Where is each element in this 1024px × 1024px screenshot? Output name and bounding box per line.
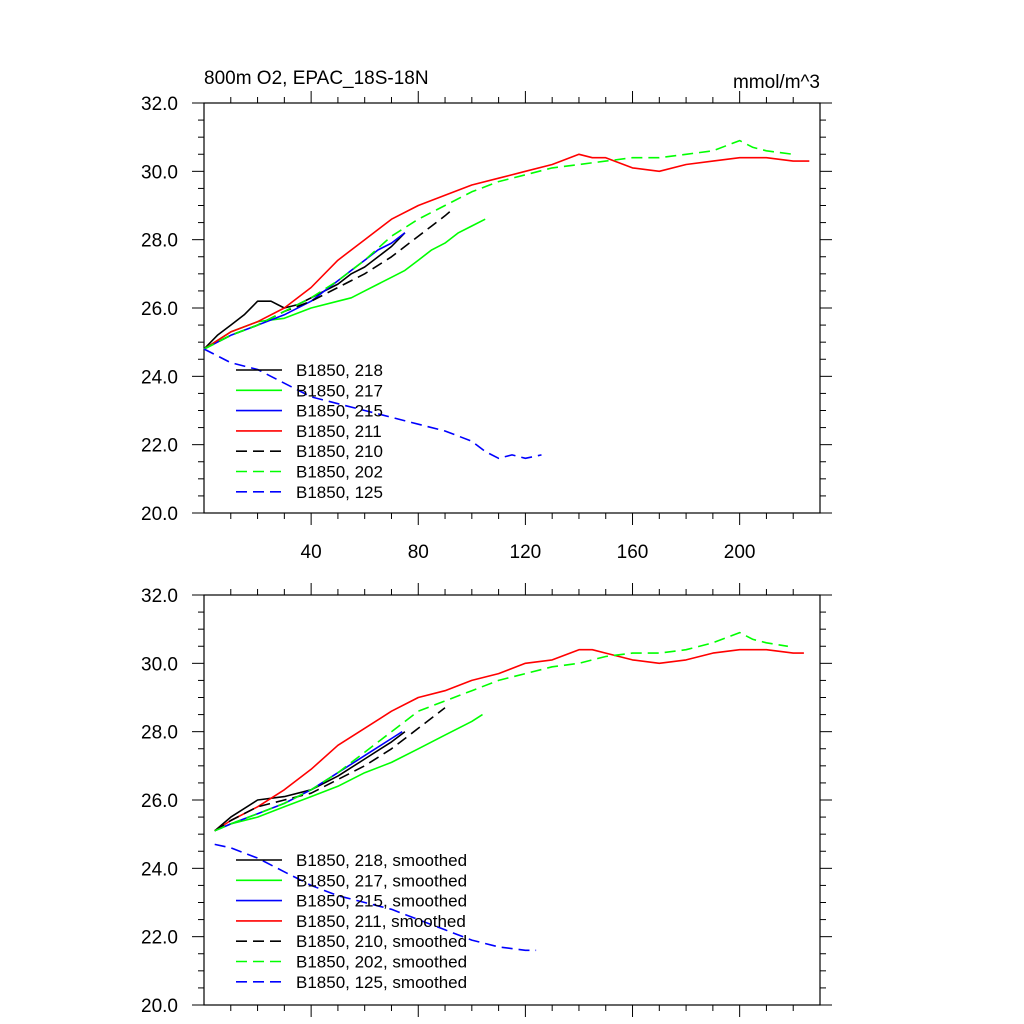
series-line: [203, 153, 810, 350]
y-axis-labels-top: 20.0 22.0 24.0 26.0 28.0 30.0 32.0: [141, 94, 178, 525]
series-line: [214, 713, 483, 832]
y-tick-label: 20.0: [141, 996, 178, 1017]
legend-label: B1850, 211: [296, 422, 382, 441]
series-line: [203, 139, 794, 350]
y-tick-label: 22.0: [141, 928, 178, 949]
legend-label: B1850, 202, smoothed: [296, 953, 467, 972]
legend-label: B1850, 210: [296, 442, 383, 461]
series-line: [203, 348, 542, 460]
y-tick-label: 28.0: [141, 723, 178, 744]
series-line: [214, 843, 537, 952]
y-tick-label: 30.0: [141, 654, 178, 675]
y-tick-label: 28.0: [141, 231, 178, 252]
y-tick-label: 26.0: [141, 791, 178, 812]
y-tick-label: 20.0: [141, 504, 178, 525]
y-tick-label: 30.0: [141, 162, 178, 183]
series-lines-top: [203, 139, 810, 460]
series-line: [214, 648, 804, 832]
units-label: mmol/m^3: [733, 72, 820, 93]
legend-label: B1850, 210, smoothed: [296, 932, 467, 951]
chart-title: 800m O2, EPAC_18S-18N: [204, 68, 429, 89]
legend-label: B1850, 215, smoothed: [296, 892, 467, 911]
y-axis-labels-bottom: 20.0 22.0 24.0 26.0 28.0 30.0 32.0: [141, 586, 178, 1017]
series-line: [203, 218, 486, 350]
legend-label: B1850, 215: [296, 402, 383, 421]
legend-label: B1850, 218: [296, 361, 383, 380]
y-tick-label: 26.0: [141, 299, 178, 320]
series-line: [203, 232, 406, 350]
x-tick-label: 80: [408, 542, 429, 563]
panel-top: 800m O2, EPAC_18S-18N mmol/m^3 20.022.02…: [141, 68, 832, 563]
x-axis-labels-top: 40 80 120 160 200: [301, 542, 756, 563]
series-line: [214, 731, 403, 832]
y-tick-label: 32.0: [141, 586, 178, 607]
series-line: [214, 631, 789, 832]
legend-label: B1850, 125: [296, 483, 383, 502]
axis-ticks-bottom: [192, 583, 832, 1017]
series-line: [203, 232, 406, 350]
legend-label: B1850, 211, smoothed: [296, 912, 466, 931]
x-tick-label: 120: [510, 542, 542, 563]
series-line: [214, 731, 406, 832]
legend-label: B1850, 202: [296, 463, 383, 482]
legend-label: B1850, 218, smoothed: [296, 851, 467, 870]
panel-bottom: 20.0 22.0 24.0 26.0 28.0 30.0 32.0 B1850, 218,…: [141, 583, 832, 1017]
x-tick-label: 40: [301, 542, 322, 563]
y-tick-label: 22.0: [141, 436, 178, 457]
x-tick-label: 200: [724, 542, 756, 563]
y-tick-label: 24.0: [141, 367, 178, 388]
series-line: [214, 707, 446, 832]
legend-label: B1850, 125, smoothed: [296, 973, 467, 992]
y-tick-label: 24.0: [141, 859, 178, 880]
axis-ticks-top: [192, 91, 832, 525]
x-tick-label: 160: [617, 542, 649, 563]
series-lines-bottom: [214, 631, 804, 952]
legend-label: B1850, 217, smoothed: [296, 871, 467, 890]
y-tick-label: 32.0: [141, 94, 178, 115]
legend-label: B1850, 217: [296, 381, 383, 400]
